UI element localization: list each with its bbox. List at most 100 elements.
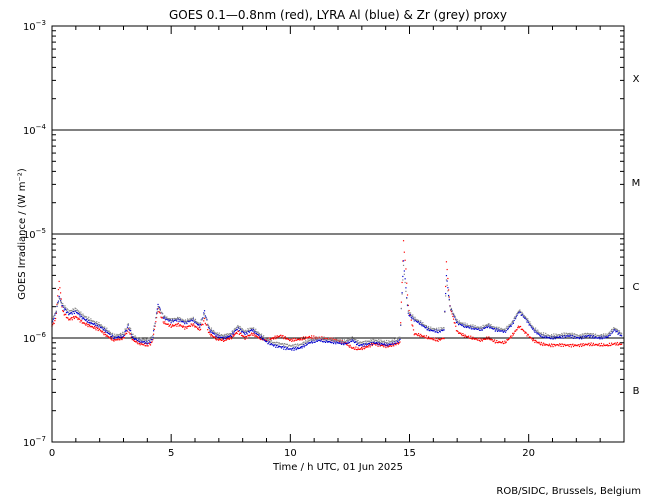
series-1-point xyxy=(88,319,90,322)
series-0-point xyxy=(466,336,468,338)
series-0-point xyxy=(332,338,334,340)
series-2-point xyxy=(601,336,603,338)
series-1-point xyxy=(535,331,537,333)
series-0-point xyxy=(182,326,184,328)
series-0-point xyxy=(535,340,537,342)
series-0-point xyxy=(148,342,150,344)
series-1-point xyxy=(619,334,621,337)
series-0-point xyxy=(235,332,237,334)
series-0-point xyxy=(516,329,518,331)
series-0-point xyxy=(281,335,283,337)
series-2-point xyxy=(195,321,197,323)
series-0-point xyxy=(321,336,323,338)
series-2-point xyxy=(325,336,327,339)
series-2-point xyxy=(434,329,436,331)
series-0-point xyxy=(418,334,420,336)
series-0-point xyxy=(592,342,594,344)
series-2-point xyxy=(547,334,549,336)
series-0-point xyxy=(185,326,187,328)
series-2-point xyxy=(185,320,187,322)
series-1-point xyxy=(391,341,393,343)
series-1-point xyxy=(377,344,379,346)
series-0-point xyxy=(357,347,359,349)
series-2-point xyxy=(231,330,233,332)
series-2-point xyxy=(247,328,249,330)
series-2-point xyxy=(263,337,265,340)
series-1-point xyxy=(143,340,146,343)
series-0-point xyxy=(395,344,397,346)
series-0-point xyxy=(617,344,619,346)
series-0-point xyxy=(504,342,507,344)
series-2-point xyxy=(277,344,279,346)
series-2-point xyxy=(528,322,530,324)
series-0-point xyxy=(500,342,502,344)
series-2-point xyxy=(91,320,93,322)
series-0-point xyxy=(350,346,352,348)
series-2-point xyxy=(305,342,308,344)
series-0-point xyxy=(93,327,95,329)
series-0-point xyxy=(139,344,141,346)
series-1-point xyxy=(223,337,225,339)
series-2-point xyxy=(556,334,558,336)
series-2-point xyxy=(233,328,235,330)
series-0-point xyxy=(207,331,210,334)
series-1-point xyxy=(192,320,194,322)
series-0-point xyxy=(180,325,182,327)
series-1-point xyxy=(308,342,310,344)
series-1-point xyxy=(433,330,435,332)
series-1-point xyxy=(460,324,463,326)
series-0-point xyxy=(572,345,575,348)
series-1-point xyxy=(240,328,242,331)
series-1-point xyxy=(457,324,460,326)
series-0-point xyxy=(455,330,458,332)
series-1-point xyxy=(163,317,165,319)
series-2-point xyxy=(617,331,619,333)
series-1-point xyxy=(556,336,558,338)
series-0-point xyxy=(80,319,82,321)
flare-class-x: X xyxy=(633,74,640,85)
series-0-point xyxy=(284,336,286,338)
series-2-point xyxy=(618,330,621,332)
series-2-point xyxy=(272,341,274,344)
series-1-point xyxy=(320,340,322,342)
series-0-point xyxy=(509,337,511,339)
series-1-point xyxy=(321,338,323,341)
series-1-point xyxy=(447,294,450,297)
series-2-point xyxy=(295,346,297,348)
series-1-point xyxy=(414,318,416,320)
series-1-point xyxy=(170,322,172,324)
series-2-point xyxy=(427,325,430,328)
series-1-point xyxy=(168,320,170,322)
series-2-point xyxy=(192,316,194,318)
series-0-point xyxy=(88,323,90,326)
series-0-point xyxy=(452,318,455,320)
series-0-point xyxy=(345,342,347,344)
series-0-point xyxy=(280,336,283,339)
series-0-point xyxy=(445,285,447,288)
series-2-point xyxy=(529,323,532,325)
series-0-point xyxy=(98,328,100,330)
series-2-point xyxy=(117,334,119,336)
series-0-point xyxy=(225,339,228,341)
series-2-point xyxy=(220,334,223,336)
series-2-point xyxy=(118,334,120,336)
series-2-point xyxy=(227,334,229,337)
series-0-point xyxy=(367,346,369,348)
y-tick-label: 10−3 xyxy=(23,19,46,33)
series-1-point xyxy=(446,280,448,282)
series-0-point xyxy=(612,343,614,345)
series-2-point xyxy=(535,330,537,332)
series-1-point xyxy=(131,336,133,338)
series-0-point xyxy=(233,334,235,336)
series-2-point xyxy=(608,332,610,334)
series-2-point xyxy=(96,323,99,325)
series-0-point xyxy=(486,336,488,338)
series-2-point xyxy=(393,338,396,340)
series-1-point xyxy=(413,320,415,322)
series-2-point xyxy=(146,341,148,343)
series-0-point xyxy=(61,306,63,308)
series-2-point xyxy=(465,324,467,327)
series-1-point xyxy=(261,338,263,340)
series-0-point xyxy=(259,338,261,340)
series-2-point xyxy=(511,321,513,323)
